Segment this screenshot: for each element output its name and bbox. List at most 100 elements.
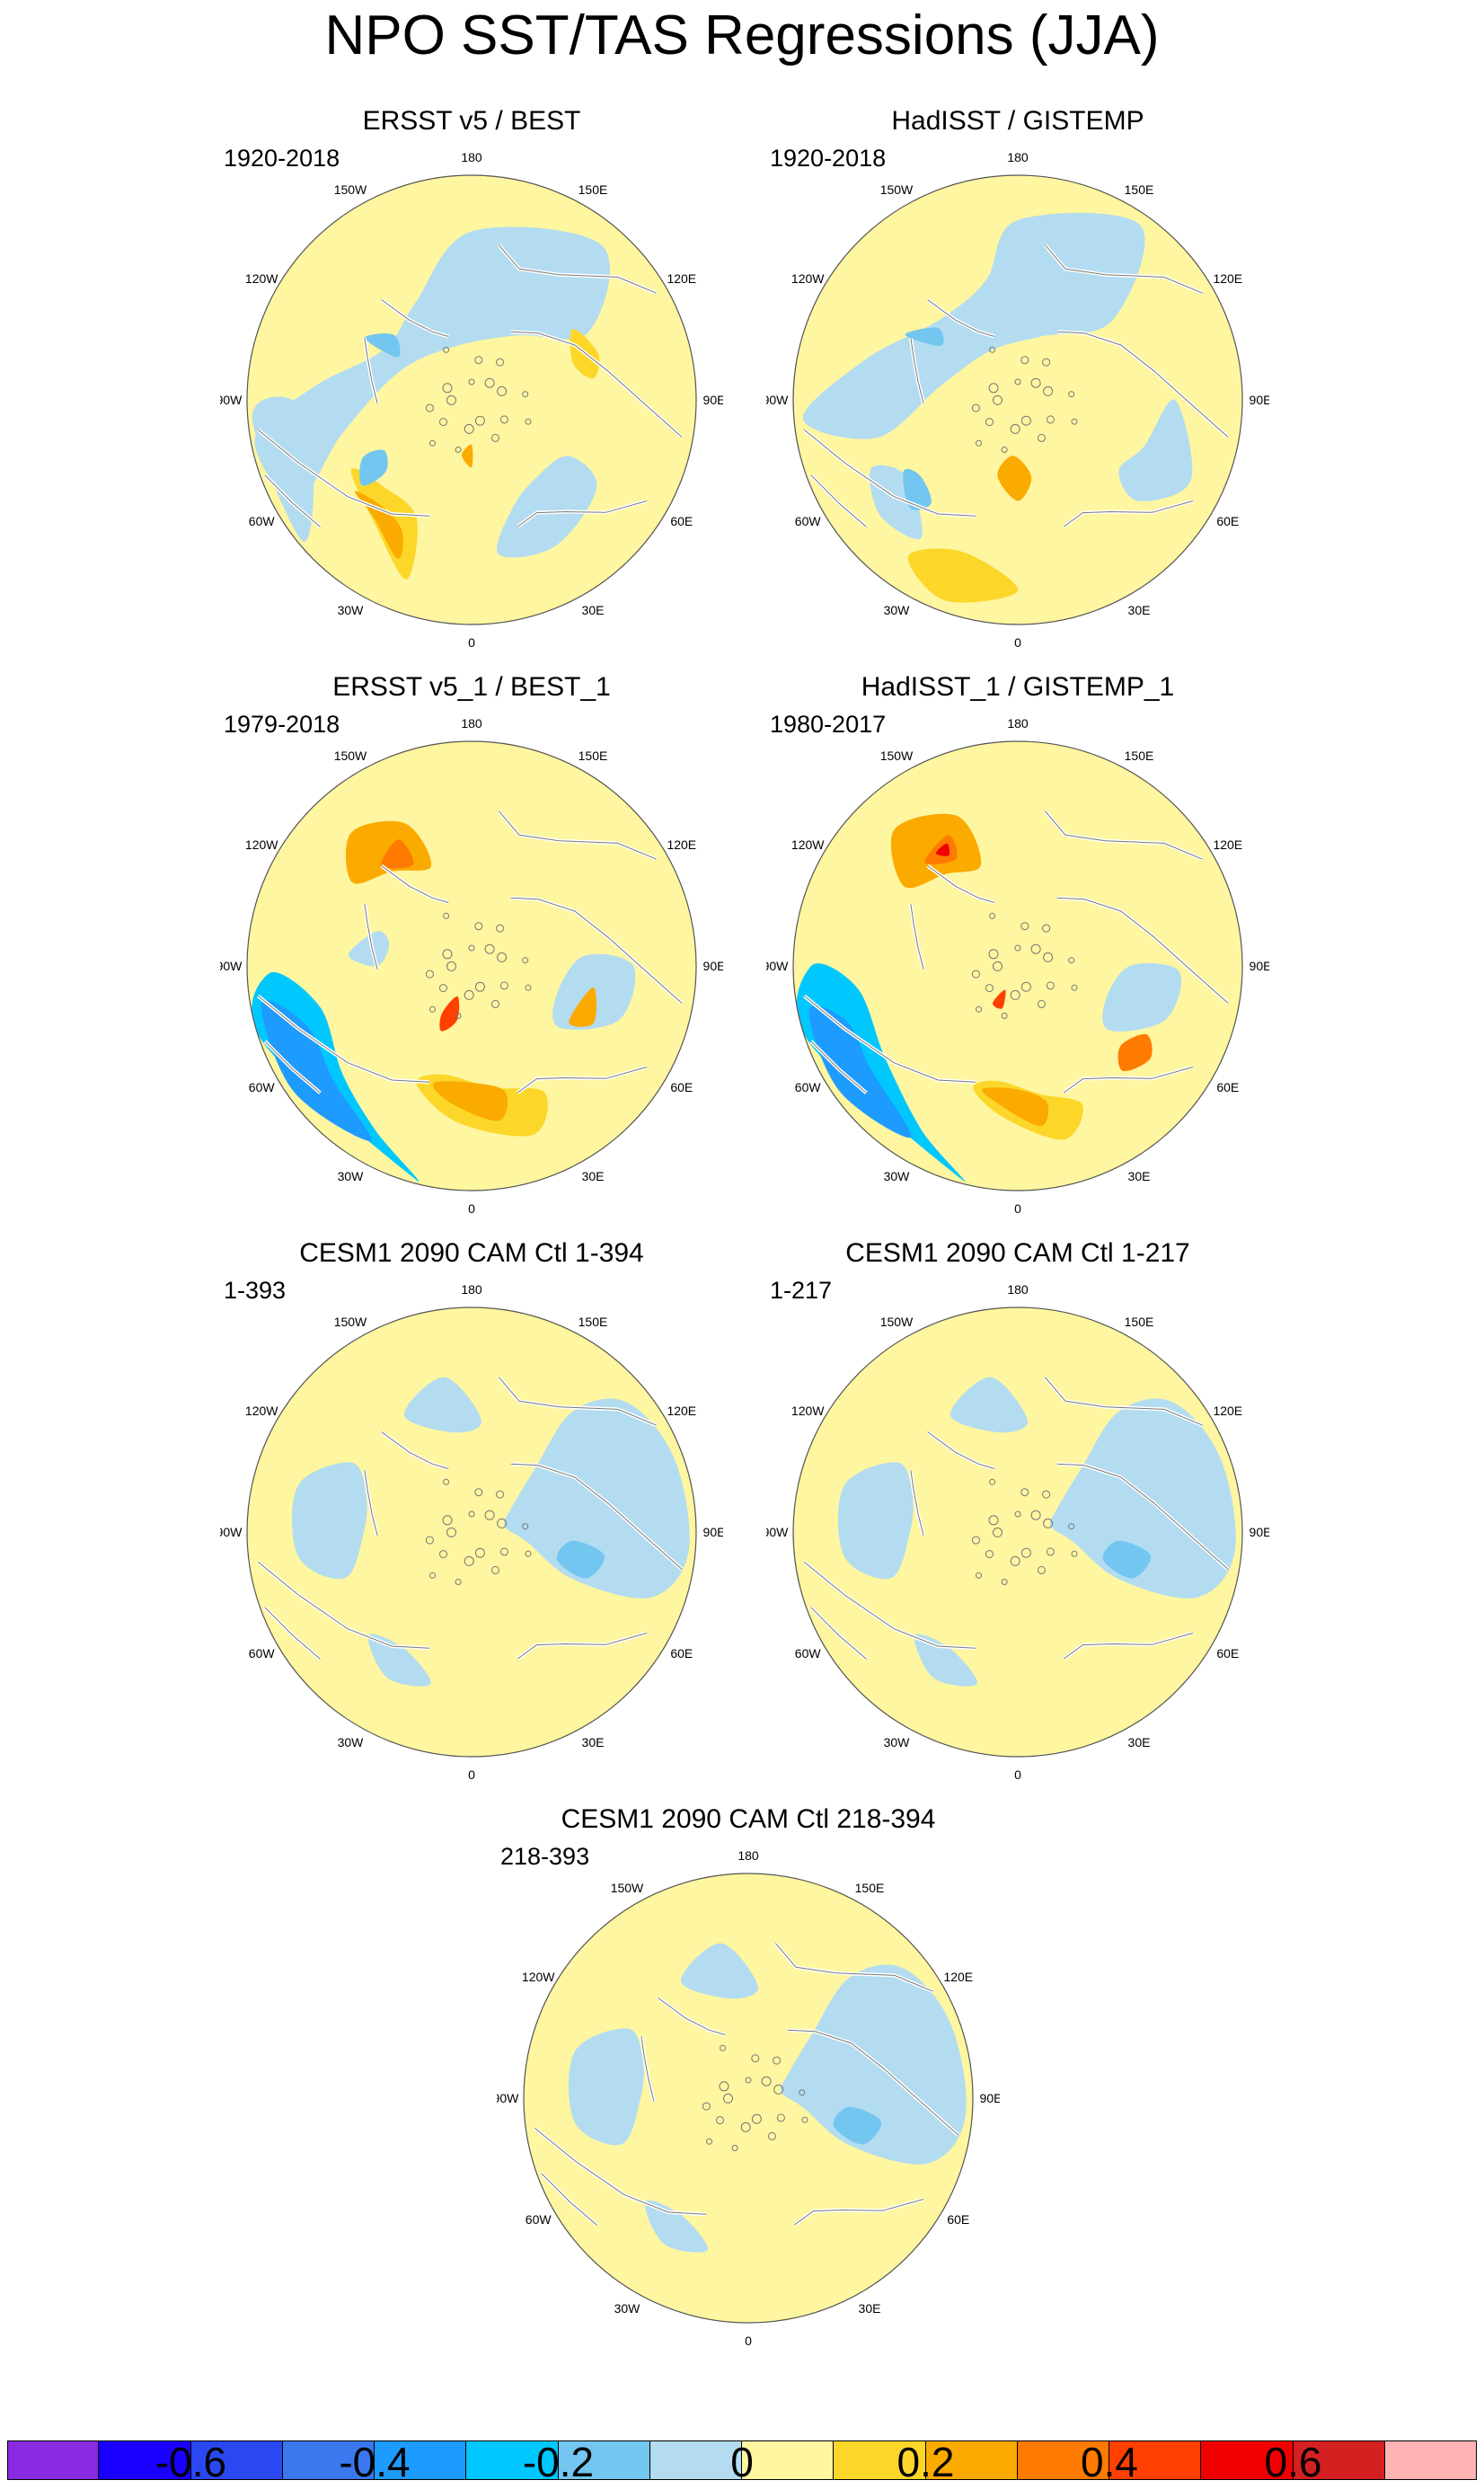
coastline-edge [775,1943,933,1992]
longitude-label: 90W [766,393,789,407]
coastline-edge [499,810,657,860]
island-outline [497,952,508,962]
longitude-label: 90W [220,393,243,407]
colorbar-box [925,2440,1018,2480]
island-outline [429,1005,436,1013]
island-outline [720,2044,727,2051]
longitude-label: 150W [880,1315,914,1329]
island-outline [443,346,450,353]
longitude-label: 120E [667,271,696,286]
longitude-label: 150W [880,748,914,763]
longitude-label: 120E [1213,271,1242,286]
polar-map: 180 150E 120E 90E 60E 30E 0 30W 60W 90W 120W 150W [766,150,1269,650]
coastline-edge [257,430,430,517]
island-outline [1046,981,1055,990]
panel-hadisst1-gistemp1: HadISST_1 / GISTEMP_1 1980-2017 180 150E 1… [766,669,1269,1227]
coastline-edge [1056,897,1229,1004]
longitude-label: 30E [1128,1169,1151,1183]
island-outline [1030,377,1041,388]
island-outline [976,1572,982,1579]
coastline-edge [927,1431,995,1469]
coastline-edge [257,996,430,1083]
longitude-label: 30W [884,1735,911,1749]
island-outline [1020,356,1029,365]
coastline-edge [264,1607,321,1660]
coastline-edge [381,299,449,337]
coastline-edge [1045,244,1203,294]
coastline-edge [364,904,378,970]
island-outline [525,984,532,991]
coastline-edge [381,865,449,903]
longitude-label: 180 [738,1848,759,1863]
colorbar-box [742,2440,835,2480]
coastline-edge [264,1041,321,1094]
island-outline [425,1536,434,1545]
colorbar-box [99,2440,191,2480]
longitude-label: 90E [703,959,723,973]
longitude-label: 180 [461,716,482,731]
island-outline [442,383,453,394]
longitude-label: 150E [855,1881,885,1895]
island-outline [740,2121,751,2132]
coastline-edge [257,1562,430,1649]
island-outline [1038,433,1046,442]
longitude-label: 120E [943,1970,973,1984]
coastline-edge [510,331,683,438]
coastline-edge [499,244,657,294]
island-outline [429,1572,436,1579]
contour-region [997,456,1032,501]
longitude-label: 60E [947,2212,969,2227]
longitude-label: 120E [1213,1404,1242,1418]
island-outline [799,2089,806,2096]
island-outline [1020,981,1031,992]
contour-region [403,1377,482,1433]
longitude-label: 90E [980,2091,1000,2105]
longitude-label: 120W [245,1404,278,1418]
panel-period: 1-393 [224,1277,287,1304]
coastline-edge [1045,810,1203,860]
contour-region [808,1005,912,1138]
island-outline [522,391,529,398]
coastline-edge [927,299,995,337]
contour-region [568,2028,644,2146]
island-outline [522,957,529,964]
island-outline [1071,984,1078,991]
map-border [792,174,1243,625]
island-outline [474,356,483,365]
panel-period: 1980-2017 [770,711,887,738]
island-outline [1010,1555,1020,1566]
contour-region [992,989,1006,1009]
longitude-label: 30E [1128,1735,1151,1749]
contour-region [907,548,1019,603]
island-outline [976,439,982,447]
map-field [524,1873,973,2323]
colorbar-box [375,2440,467,2480]
map-border [246,740,697,1191]
longitude-label: 120W [791,837,825,852]
map-border [246,1307,697,1758]
island-outline [976,1005,982,1013]
island-outline [801,2116,808,2123]
longitude-label: 120W [245,271,278,286]
polar-map: 180 150E 120E 90E 60E 30E 0 30W 60W 90W 120W 150W [766,1282,1269,1782]
island-outline [443,1478,450,1485]
panel-period: 1920-2018 [770,145,887,172]
island-outline [1071,1550,1078,1557]
longitude-label: 150E [1125,748,1154,763]
map-border [246,174,697,625]
longitude-label: 90W [220,1525,243,1539]
panel-title: HadISST / GISTEMP [891,106,1144,136]
contour-region [903,468,932,510]
island-outline [455,1579,462,1585]
island-outline [1043,385,1054,396]
longitude-label: 60W [795,1646,822,1661]
longitude-label: 90W [766,959,789,973]
colorbar-box [7,2440,100,2480]
island-outline [731,2145,738,2151]
island-outline [1046,1547,1055,1556]
island-outline [439,984,447,993]
coastline-edge [794,2199,924,2226]
map-field [247,741,696,1191]
contour-region [1102,962,1182,1032]
coastline-edge [910,904,924,970]
